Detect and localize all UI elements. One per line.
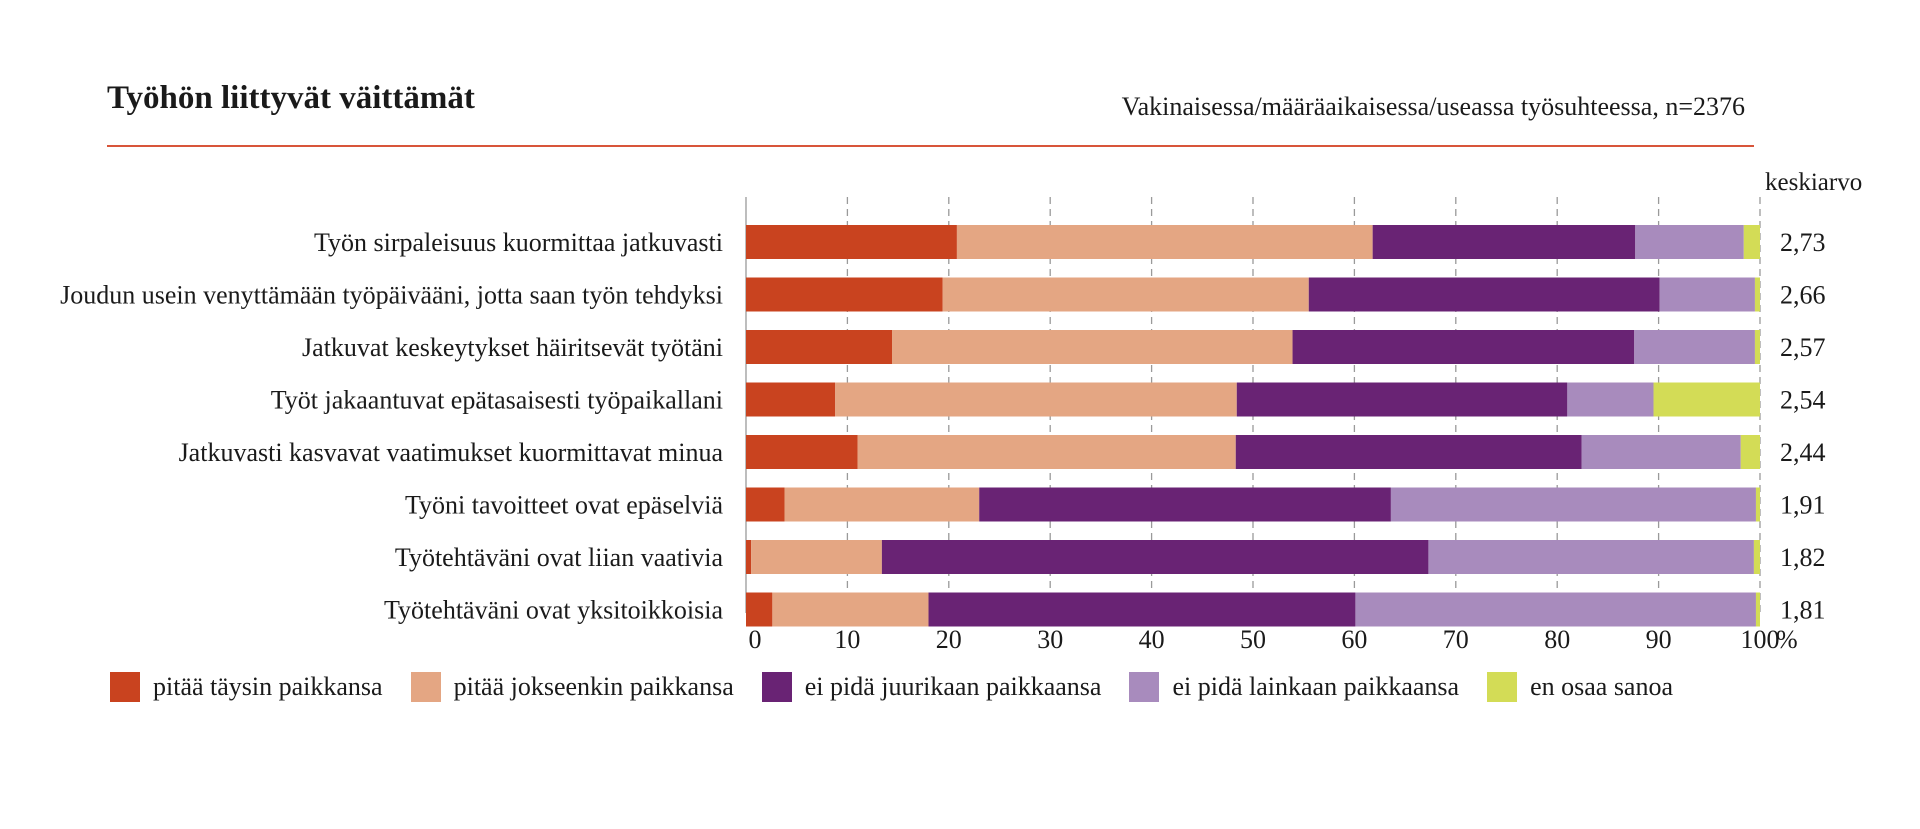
bar-segment [1755, 592, 1760, 627]
legend-label: pitää jokseenkin paikkansa [453, 672, 734, 701]
x-tick-label: 0 [749, 625, 762, 654]
bar-segment [1581, 435, 1741, 469]
bar-segment [772, 592, 929, 627]
bar-segment [1653, 382, 1760, 417]
bar-segment [746, 330, 893, 364]
x-axis-unit: % [1776, 625, 1798, 654]
mean-value: 2,66 [1780, 281, 1826, 310]
mean-value: 2,73 [1780, 228, 1826, 257]
legend-item: en osaa sanoa [1487, 672, 1673, 702]
legend-swatch [110, 672, 140, 702]
legend-item: pitää jokseenkin paikkansa [410, 672, 734, 702]
category-label: Joudun usein venyttämään työpäivääni, jo… [60, 281, 723, 310]
bar-segment [1390, 487, 1756, 522]
bar-segment [1635, 225, 1744, 259]
bar-segment [746, 540, 752, 574]
bar-segment [956, 225, 1373, 259]
x-tick-label: 20 [936, 625, 962, 654]
x-tick-label: 80 [1544, 625, 1570, 654]
bar-segment [746, 277, 943, 312]
bar-segment [784, 487, 980, 522]
bar-segment [892, 330, 1293, 364]
bar-segment [1753, 540, 1760, 574]
bar-segment [746, 435, 858, 469]
bar-segment [1755, 487, 1760, 522]
bar-segment [835, 382, 1237, 417]
mean-value: 1,91 [1780, 491, 1826, 520]
bar-segment [1236, 382, 1568, 417]
title-divider [107, 145, 1754, 147]
stacked-bar-chart: Työn sirpaleisuus kuormittaa jatkuvasti J… [60, 169, 1862, 654]
chart-subtitle: Vakinaisessa/määräaikaisessa/useassa työ… [1121, 92, 1745, 121]
bar-segment [979, 487, 1391, 522]
bar-segment [751, 540, 882, 574]
category-label: Työtehtäväni ovat yksitoikkoisia [384, 596, 723, 625]
legend-label: pitää täysin paikkansa [153, 672, 383, 701]
bar-segment [1634, 330, 1755, 364]
bar-segment [1743, 225, 1760, 259]
legend-swatch [410, 672, 441, 702]
bar-segment [1740, 435, 1760, 469]
legend-label: en osaa sanoa [1530, 672, 1674, 701]
category-label: Työni tavoitteet ovat epäselviä [405, 491, 723, 520]
category-label: Työt jakaantuvat epätasaisesti työpaikal… [271, 386, 723, 415]
x-tick-label: 90 [1646, 625, 1672, 654]
legend-swatch [1129, 672, 1160, 702]
bar-segment [1659, 277, 1755, 312]
x-tick-label: 40 [1139, 625, 1165, 654]
bar-segment [942, 277, 1309, 312]
x-tick-label: 60 [1341, 625, 1367, 654]
x-tick-label: 100 [1741, 625, 1780, 654]
bar-segment [1292, 330, 1635, 364]
bar-segment [1372, 225, 1636, 259]
category-label: Jatkuvasti kasvavat vaatimukset kuormitt… [179, 438, 724, 467]
mean-value: 1,81 [1780, 596, 1826, 625]
legend-item: pitää täysin paikkansa [110, 672, 383, 702]
bar-segment [1754, 330, 1760, 364]
x-tick-label: 10 [834, 625, 860, 654]
mean-header: keskiarvo [1765, 169, 1862, 196]
mean-value: 2,54 [1780, 386, 1826, 415]
legend-item: ei pidä lainkaan paikkaansa [1129, 672, 1459, 702]
bar-segment [928, 592, 1356, 627]
bars [746, 225, 1760, 627]
x-tick-label: 50 [1240, 625, 1266, 654]
legend-label: ei pidä lainkaan paikkaansa [1172, 672, 1460, 701]
legend: pitää täysin paikkansa pitää jokseenkin p… [110, 672, 1701, 702]
bar-segment [746, 225, 957, 259]
bar-segment [746, 592, 773, 627]
bar-segment [746, 382, 836, 417]
category-labels: Työn sirpaleisuus kuormittaa jatkuvasti J… [60, 228, 723, 625]
category-label: Työtehtäväni ovat liian vaativia [395, 543, 724, 572]
category-label: Työn sirpaleisuus kuormittaa jatkuvasti [314, 228, 723, 257]
x-axis-ticks: 0 10 20 30 40 50 60 70 80 90 100% [749, 625, 1798, 654]
x-tick-label: 70 [1443, 625, 1469, 654]
legend-swatch [1487, 672, 1518, 702]
mean-values: 2,73 2,66 2,57 2,54 2,44 1,91 1,82 1,81 [1780, 228, 1826, 625]
bar-segment [1235, 435, 1582, 469]
mean-value: 2,44 [1780, 438, 1826, 467]
x-tick-label: 30 [1037, 625, 1063, 654]
legend-label: ei pidä juurikaan paikkaansa [804, 672, 1102, 701]
bar-segment [1754, 277, 1760, 312]
legend-swatch [761, 672, 792, 702]
bar-segment [857, 435, 1236, 469]
bar-segment [1567, 382, 1654, 417]
mean-value: 1,82 [1780, 543, 1826, 572]
bar-segment [881, 540, 1429, 574]
legend-item: ei pidä juurikaan paikkaansa [761, 672, 1102, 702]
chart-title: Työhön liittyvät väittämät [107, 80, 475, 116]
mean-value: 2,57 [1780, 333, 1826, 362]
bar-segment [1428, 540, 1754, 574]
bar-segment [1355, 592, 1756, 627]
category-label: Jatkuvat keskeytykset häiritsevät työtän… [302, 333, 723, 362]
bar-segment [746, 487, 785, 522]
bar-segment [1308, 277, 1660, 312]
